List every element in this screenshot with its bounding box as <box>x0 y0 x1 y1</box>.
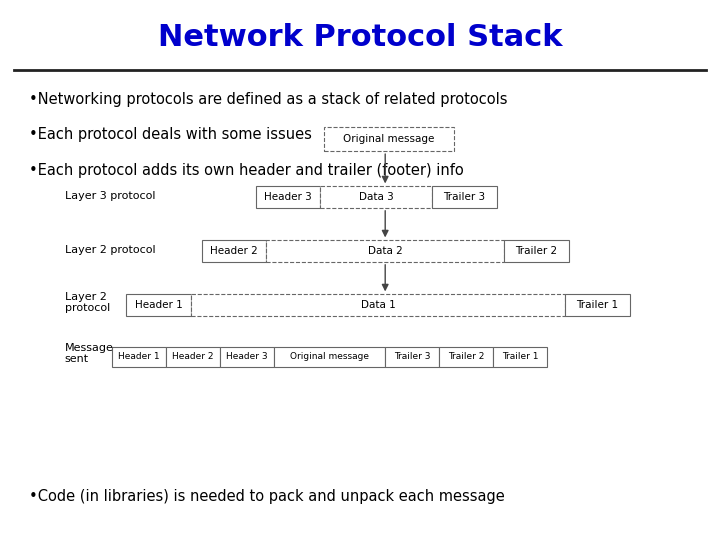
Text: Header 3: Header 3 <box>264 192 312 202</box>
Text: Data 2: Data 2 <box>368 246 402 256</box>
Text: •Networking protocols are defined as a stack of related protocols: •Networking protocols are defined as a s… <box>29 92 508 107</box>
Text: Original message: Original message <box>343 134 434 144</box>
Text: Data 1: Data 1 <box>361 300 395 310</box>
Text: Trailer 3: Trailer 3 <box>444 192 485 202</box>
FancyBboxPatch shape <box>266 240 504 262</box>
FancyBboxPatch shape <box>324 127 454 151</box>
FancyBboxPatch shape <box>112 347 166 367</box>
Text: Trailer 3: Trailer 3 <box>394 353 431 361</box>
FancyBboxPatch shape <box>166 347 220 367</box>
FancyBboxPatch shape <box>202 240 266 262</box>
FancyBboxPatch shape <box>504 240 569 262</box>
Text: •Each protocol deals with some issues: •Each protocol deals with some issues <box>29 127 312 143</box>
FancyBboxPatch shape <box>493 347 547 367</box>
FancyBboxPatch shape <box>439 347 493 367</box>
FancyBboxPatch shape <box>385 347 439 367</box>
Text: Header 2: Header 2 <box>172 353 213 361</box>
FancyBboxPatch shape <box>191 294 565 316</box>
Text: Layer 2
protocol: Layer 2 protocol <box>65 292 110 313</box>
FancyBboxPatch shape <box>126 294 191 316</box>
Text: Header 2: Header 2 <box>210 246 258 256</box>
Text: •Each protocol adds its own header and trailer (footer) info: •Each protocol adds its own header and t… <box>29 163 464 178</box>
Text: Header 1: Header 1 <box>118 353 159 361</box>
Text: Data 3: Data 3 <box>359 192 394 202</box>
Text: Original message: Original message <box>290 353 369 361</box>
FancyBboxPatch shape <box>320 186 432 208</box>
FancyBboxPatch shape <box>256 186 320 208</box>
Text: Trailer 2: Trailer 2 <box>516 246 557 256</box>
Text: Trailer 1: Trailer 1 <box>577 300 618 310</box>
Text: Network Protocol Stack: Network Protocol Stack <box>158 23 562 52</box>
FancyBboxPatch shape <box>432 186 497 208</box>
Text: •Code (in libraries) is needed to pack and unpack each message: •Code (in libraries) is needed to pack a… <box>29 489 505 504</box>
Text: Trailer 1: Trailer 1 <box>502 353 539 361</box>
Text: Trailer 2: Trailer 2 <box>448 353 485 361</box>
Text: Header 1: Header 1 <box>135 300 182 310</box>
FancyBboxPatch shape <box>565 294 630 316</box>
Text: Layer 2 protocol: Layer 2 protocol <box>65 245 156 255</box>
FancyBboxPatch shape <box>220 347 274 367</box>
Text: Layer 3 protocol: Layer 3 protocol <box>65 191 156 201</box>
Text: Header 3: Header 3 <box>226 353 267 361</box>
Text: Message
sent: Message sent <box>65 343 114 364</box>
FancyBboxPatch shape <box>274 347 385 367</box>
